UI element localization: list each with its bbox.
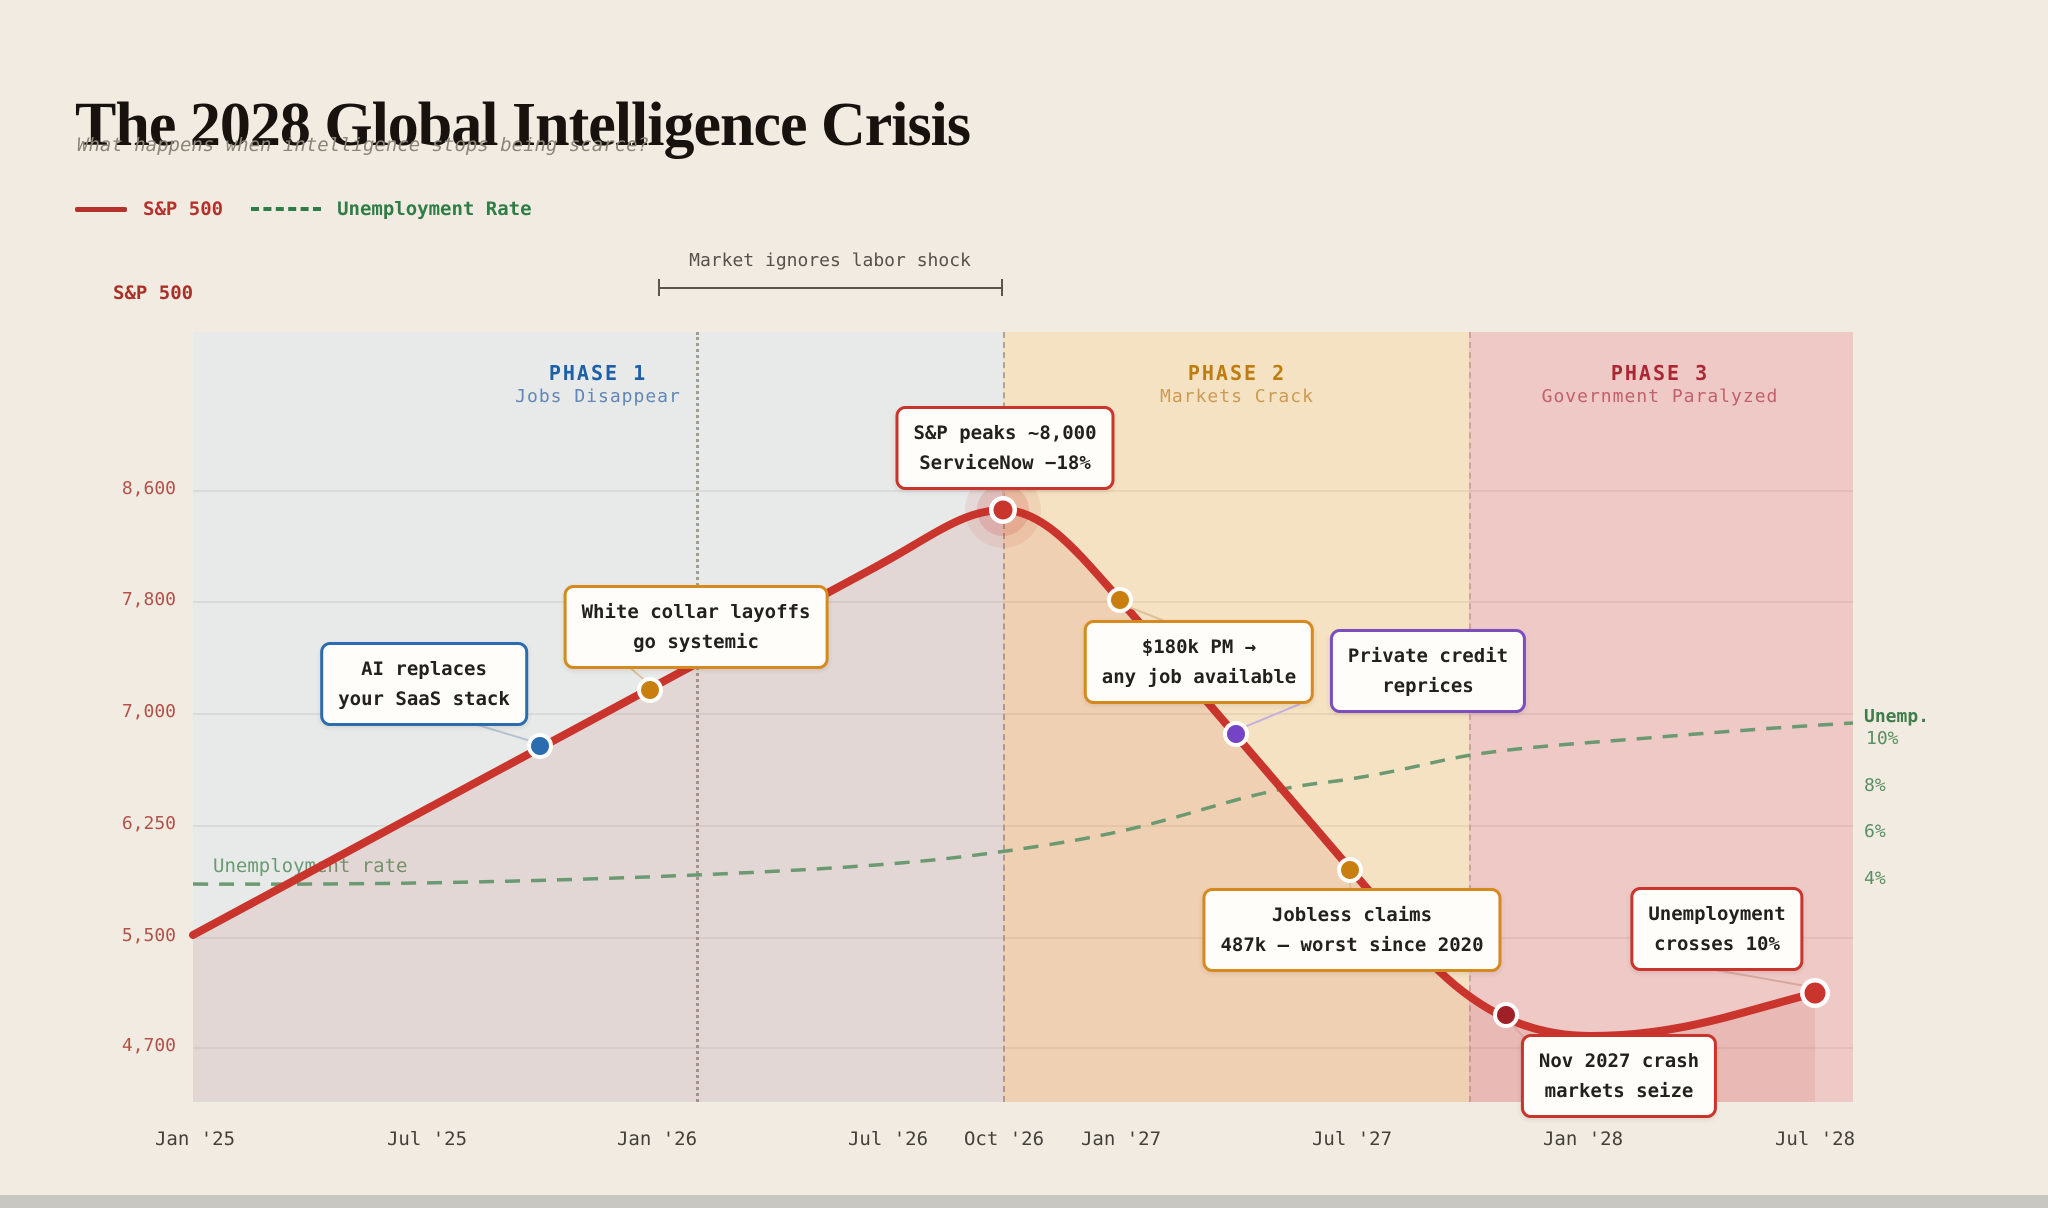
xtick-jan28: Jan '28 (1542, 1128, 1624, 1150)
gridline-7800 (193, 601, 1853, 603)
callout-jobless-claims-line1: Jobless claims (1271, 904, 1433, 926)
labor-shock-start-marker-line (696, 332, 699, 1102)
phase1-subtitle: Jobs Disappear (515, 386, 681, 407)
ytick-8600: 8,600 (121, 478, 176, 499)
right-axis-title: Unemp. (1864, 706, 1930, 727)
callout-unemployment-10-line2: crosses 10% (1654, 933, 1780, 955)
ytick-5500: 5,500 (121, 925, 176, 946)
callout-pm-180k-line2: any job available (1101, 666, 1297, 688)
labor-shock-bracket-line (658, 287, 1003, 289)
xtick-jul28: Jul '28 (1774, 1128, 1856, 1150)
page-subtitle: What happens when intelligence stops bei… (77, 134, 649, 156)
chart-legend: S&P 500 Unemployment Rate (75, 198, 532, 220)
legend-item-sp500: S&P 500 (75, 198, 223, 220)
phase2-phase3-boundary-line (1469, 332, 1471, 1102)
page-title: The 2028 Global Intelligence Crisis (75, 90, 971, 159)
ytick-7000: 7,000 (121, 701, 176, 722)
rtick-6pct: 6% (1864, 821, 1886, 842)
sp500-line-swatch-icon (75, 206, 127, 212)
legend-unemployment-label: Unemployment Rate (337, 198, 532, 220)
gridline-8600 (193, 490, 1853, 492)
ytick-6250: 6,250 (121, 813, 176, 834)
callout-ai-saas: AI replaces your SaaS stack (320, 642, 528, 726)
xtick-jul26: Jul '26 (847, 1128, 929, 1150)
labor-shock-bracket-right-tick (1001, 279, 1003, 296)
xtick-jul25: Jul '25 (386, 1128, 468, 1150)
phase3-subtitle: Government Paralyzed (1541, 386, 1779, 407)
callout-private-credit: Private credit reprices (1329, 629, 1527, 713)
rtick-4pct: 4% (1864, 868, 1886, 889)
callout-ai-saas-line1: AI replaces (361, 658, 487, 680)
callout-nov-crash-line2: markets seize (1544, 1080, 1694, 1102)
callout-nov-crash: Nov 2027 crash markets seize (1520, 1034, 1718, 1118)
callout-ai-saas-line2: your SaaS stack (338, 688, 510, 710)
labor-shock-bracket-left-tick (658, 279, 660, 296)
legend-item-unemployment: Unemployment Rate (251, 198, 532, 220)
gridline-6250 (193, 825, 1853, 827)
phase3-band (1469, 332, 1853, 1102)
left-axis-title: S&P 500 (113, 282, 194, 304)
xtick-oct26: Oct '26 (963, 1128, 1045, 1150)
labor-shock-range-label: Market ignores labor shock (689, 250, 971, 271)
bottom-edge-bar (0, 1195, 2048, 1208)
callout-white-collar: White collar layoffs go systemic (563, 585, 829, 669)
xtick-jan25: Jan '25 (154, 1128, 236, 1150)
callout-white-collar-line2: go systemic (633, 631, 759, 653)
unemployment-inline-label: Unemployment rate (213, 855, 408, 877)
unemployment-line-swatch-icon (251, 207, 322, 211)
phase2-name: PHASE 2 (1187, 361, 1287, 385)
xtick-jul27: Jul '27 (1311, 1128, 1393, 1150)
gridline-4700 (193, 1047, 1853, 1049)
phase1-name: PHASE 1 (548, 361, 648, 385)
ytick-4700: 4,700 (121, 1035, 176, 1056)
callout-white-collar-line1: White collar layoffs (581, 601, 811, 623)
callout-pm-180k: $180k PM → any job available (1083, 620, 1315, 704)
callout-unemployment-10-line1: Unemployment (1648, 903, 1786, 925)
phase1-band (193, 332, 1003, 1102)
callout-sp-peaks-line1: S&P peaks ~8,000 (913, 422, 1097, 444)
gridline-5500 (193, 937, 1853, 939)
phase3-name: PHASE 3 (1610, 361, 1710, 385)
callout-unemployment-10: Unemployment crosses 10% (1630, 887, 1804, 971)
callout-private-credit-line2: reprices (1382, 675, 1474, 697)
callout-jobless-claims: Jobless claims 487k — worst since 2020 (1202, 888, 1502, 972)
callout-pm-180k-line1: $180k PM → (1141, 636, 1257, 658)
xtick-jan26: Jan '26 (616, 1128, 698, 1150)
callout-private-credit-line1: Private credit (1347, 645, 1509, 667)
legend-sp500-label: S&P 500 (143, 198, 224, 220)
callout-nov-crash-line1: Nov 2027 crash (1538, 1050, 1700, 1072)
rtick-10pct: 10% (1866, 728, 1899, 749)
xtick-jan27: Jan '27 (1080, 1128, 1162, 1150)
callout-jobless-claims-line2: 487k — worst since 2020 (1220, 934, 1484, 956)
callout-sp-peaks-line2: ServiceNow −18% (919, 452, 1091, 474)
callout-sp-peaks: S&P peaks ~8,000 ServiceNow −18% (895, 406, 1115, 490)
phase2-subtitle: Markets Crack (1160, 386, 1314, 407)
ytick-7800: 7,800 (121, 589, 176, 610)
rtick-8pct: 8% (1864, 775, 1886, 796)
